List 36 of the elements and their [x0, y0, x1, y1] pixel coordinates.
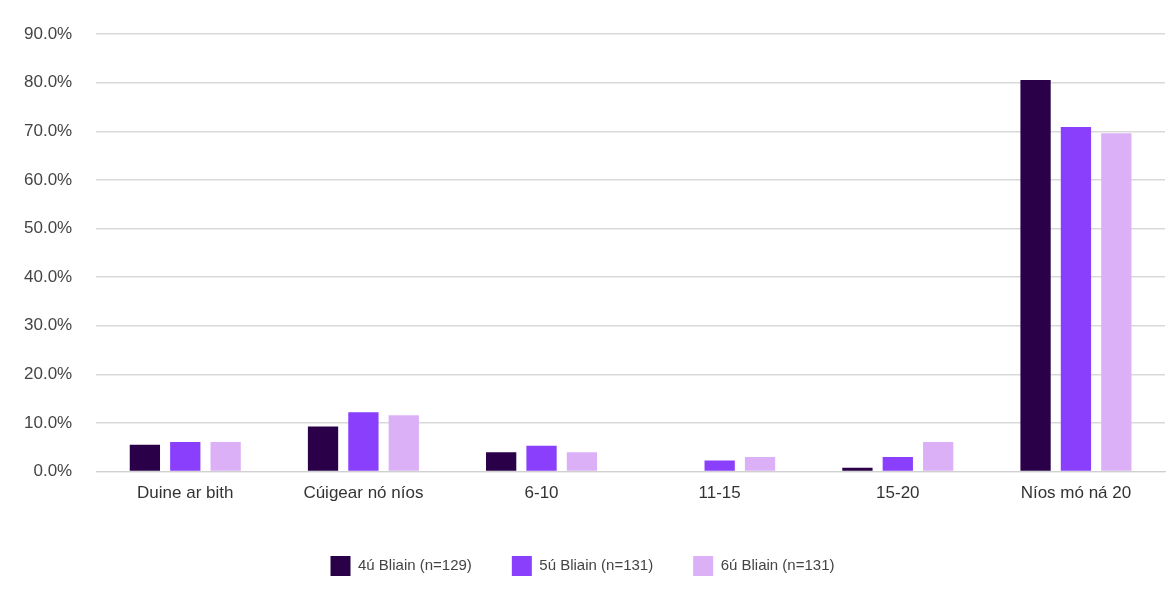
x-tick-label: Cúigear nó níos	[303, 483, 424, 503]
y-tick-label: 40.0%	[24, 266, 73, 286]
x-tick-label: 6-10	[524, 483, 559, 503]
legend-label: 5ú Bliain (n=131)	[539, 556, 654, 574]
x-tick-label: Níos mó ná 20	[1020, 483, 1132, 503]
y-tick-label: 20.0%	[24, 364, 73, 384]
bar	[744, 457, 776, 471]
y-tick-label: 30.0%	[24, 315, 73, 335]
bar	[704, 460, 735, 471]
bar	[1101, 133, 1132, 471]
y-tick-label: 70.0%	[24, 121, 73, 141]
bar	[388, 415, 419, 471]
y-tick-label: 10.0%	[24, 412, 73, 432]
bar	[566, 452, 598, 471]
bar	[1020, 79, 1051, 471]
legend-label: 6ú Bliain (n=131)	[720, 556, 835, 574]
bar	[882, 457, 913, 471]
x-tick-label: Duine ar bith	[137, 483, 234, 503]
y-tick-label: 90.0%	[24, 23, 73, 43]
bar	[842, 467, 873, 471]
bar	[1060, 127, 1092, 471]
bar	[923, 441, 954, 471]
bar	[129, 444, 161, 471]
x-tick-label: 15-20	[876, 483, 920, 503]
y-tick-label: 80.0%	[24, 72, 73, 92]
bar	[348, 412, 379, 471]
y-tick-label: 50.0%	[24, 218, 73, 238]
y-tick-label: 60.0%	[24, 169, 73, 189]
bar	[170, 441, 201, 471]
bar	[526, 445, 557, 471]
y-tick-label: 0.0%	[33, 461, 73, 481]
bar	[210, 441, 241, 471]
bar	[307, 426, 339, 471]
bar	[486, 452, 517, 471]
legend-label: 4ú Bliain (n=129)	[358, 556, 472, 574]
x-tick-label: 11-15	[698, 483, 741, 503]
